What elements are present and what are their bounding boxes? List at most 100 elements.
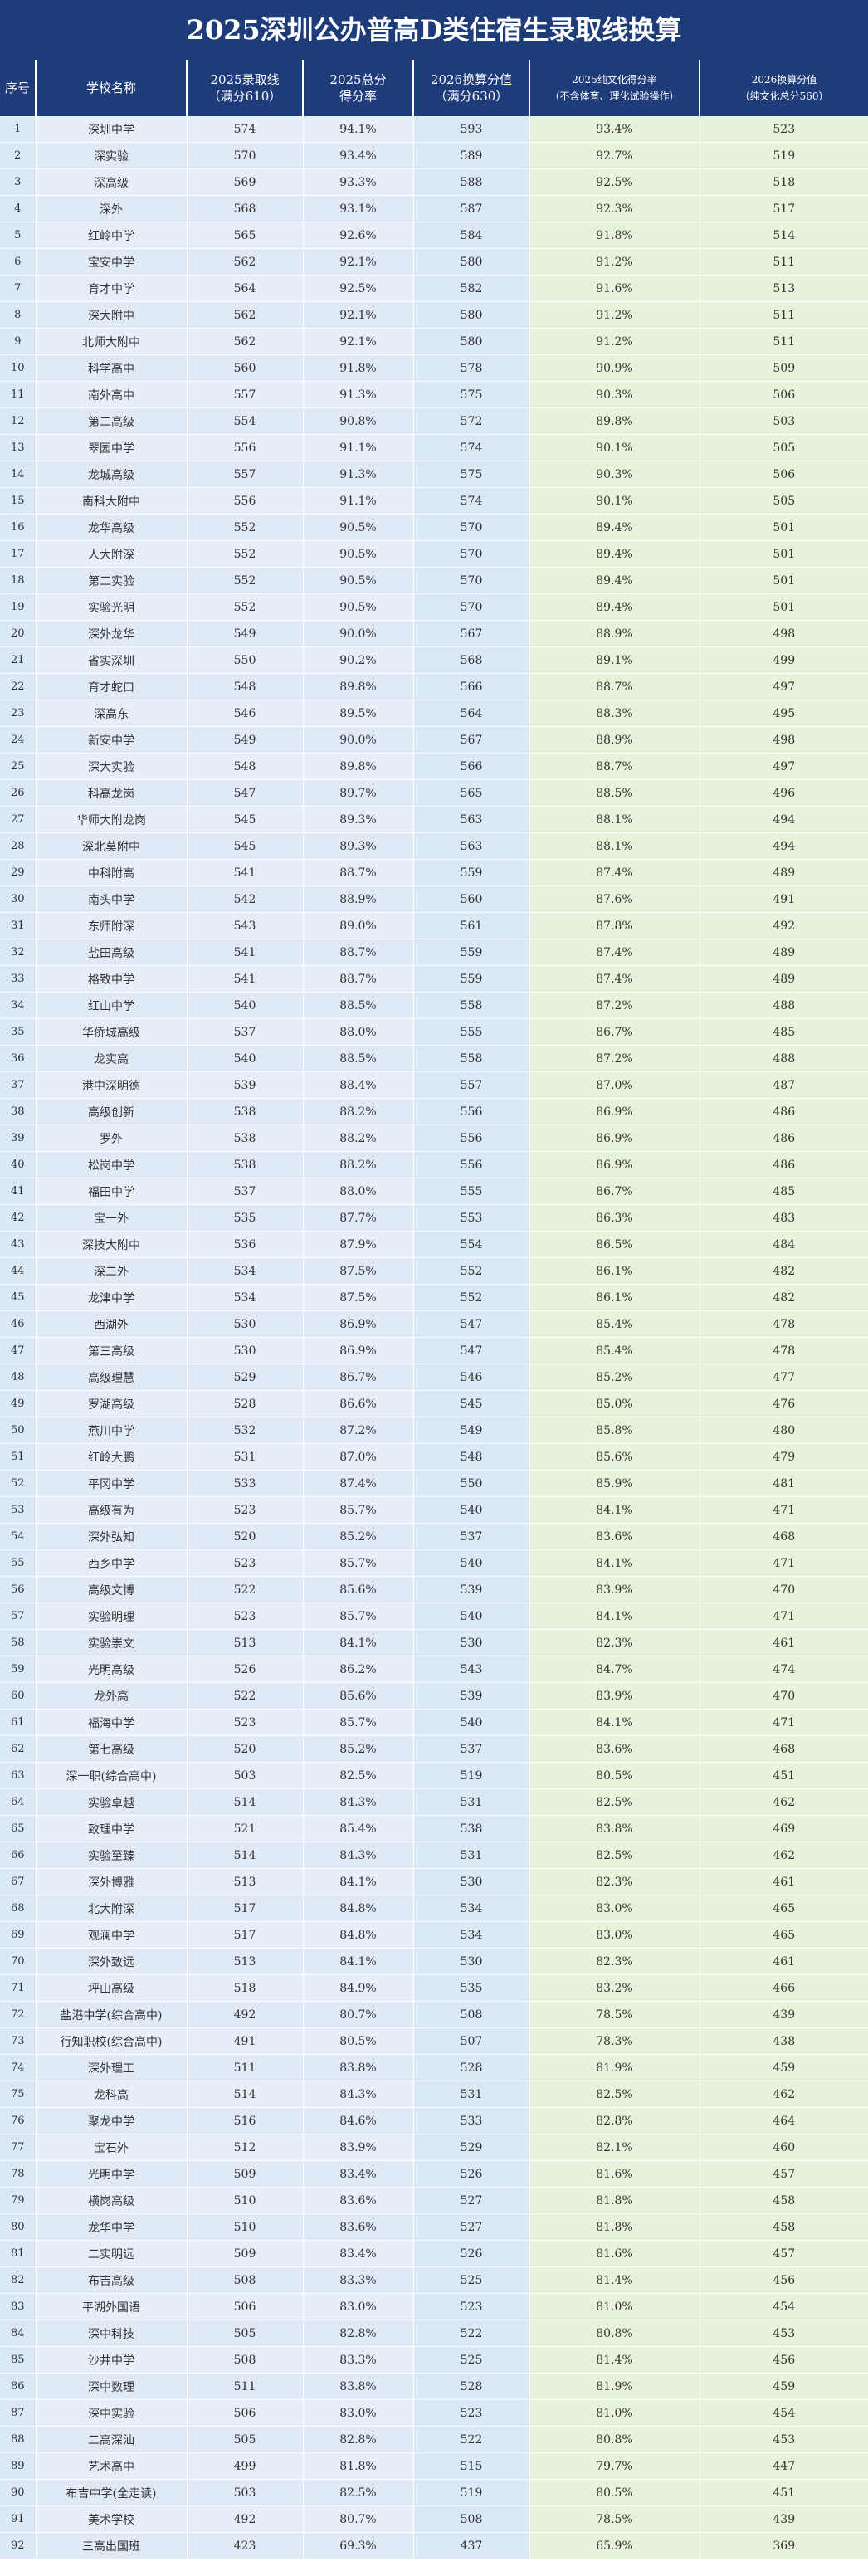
culture-converted-2026: 498	[700, 620, 868, 647]
table-row: 49 罗湖高级 528 86.6% 545 85.0% 476	[0, 1390, 868, 1417]
rate-2025: 88.7%	[303, 965, 414, 993]
culture-converted-2026: 495	[700, 700, 868, 727]
school-name: 福海中学	[36, 1709, 188, 1736]
col-header-2025-rate: 2025总分 得分率	[303, 60, 414, 116]
table-row: 18 第二实验 552 90.5% 570 89.4% 501	[0, 567, 868, 594]
culture-rate-2025: 87.2%	[529, 992, 700, 1019]
cutoff-2025: 499	[187, 2452, 304, 2480]
school-name: 罗外	[36, 1125, 188, 1152]
culture-rate-2025: 90.9%	[529, 354, 700, 382]
cutoff-2025: 530	[187, 1337, 304, 1364]
table-row: 51 红岭大鹏 531 87.0% 548 85.6% 479	[0, 1443, 868, 1471]
school-name: 美术学校	[36, 2505, 188, 2533]
culture-converted-2026: 471	[700, 1603, 868, 1630]
row-index: 84	[0, 2320, 37, 2347]
table-row: 20 深外龙华 549 90.0% 567 88.9% 498	[0, 620, 868, 647]
culture-converted-2026: 461	[700, 1868, 868, 1895]
culture-rate-2025: 85.8%	[529, 1417, 700, 1444]
col-header-2026-converted: 2026换算分值 （满分630）	[413, 60, 530, 116]
cutoff-2025: 548	[187, 673, 304, 700]
school-name: 深外致远	[36, 1948, 188, 1975]
cutoff-2025: 492	[187, 2001, 304, 2028]
culture-rate-2025: 84.1%	[529, 1603, 700, 1630]
culture-converted-2026: 517	[700, 195, 868, 222]
culture-rate-2025: 91.8%	[529, 222, 700, 249]
cutoff-2025: 556	[187, 487, 304, 515]
cutoff-2025: 523	[187, 1496, 304, 1524]
culture-converted-2026: 480	[700, 1417, 868, 1444]
rate-2025: 84.1%	[303, 1868, 414, 1895]
row-index: 24	[0, 726, 37, 754]
cutoff-2025: 540	[187, 992, 304, 1019]
col-header-2026-culture-converted: 2026换算分值 （纯文化总分560）	[700, 60, 868, 116]
cutoff-2025: 531	[187, 1443, 304, 1471]
row-index: 47	[0, 1337, 37, 1364]
table-row: 69 观澜中学 517 84.8% 534 83.0% 465	[0, 1921, 868, 1949]
culture-rate-2025: 83.9%	[529, 1682, 700, 1710]
row-index: 76	[0, 2107, 37, 2134]
culture-rate-2025: 91.2%	[529, 301, 700, 329]
school-name: 深外龙华	[36, 620, 188, 647]
converted-2026: 555	[413, 1178, 530, 1205]
converted-2026: 570	[413, 593, 530, 621]
culture-converted-2026: 511	[700, 328, 868, 355]
row-index: 58	[0, 1629, 37, 1656]
converted-2026: 559	[413, 939, 530, 966]
rate-2025: 88.5%	[303, 992, 414, 1019]
school-name: 高级文博	[36, 1576, 188, 1603]
row-index: 20	[0, 620, 37, 647]
converted-2026: 522	[413, 2320, 530, 2347]
culture-rate-2025: 84.1%	[529, 1496, 700, 1524]
table-row: 82 布吉高级 508 83.3% 525 81.4% 456	[0, 2266, 868, 2294]
row-index: 43	[0, 1231, 37, 1258]
converted-2026: 437	[413, 2532, 530, 2559]
converted-2026: 588	[413, 168, 530, 196]
culture-converted-2026: 456	[700, 2346, 868, 2374]
row-index: 74	[0, 2054, 37, 2081]
table-body: 1 深圳中学 574 94.1% 593 93.4% 523 2 深实验 570 93.4% 589 9…	[0, 116, 868, 2559]
culture-converted-2026: 478	[700, 1337, 868, 1364]
converted-2026: 587	[413, 195, 530, 222]
converted-2026: 531	[413, 2081, 530, 2108]
rate-2025: 87.5%	[303, 1257, 414, 1285]
rate-2025: 83.8%	[303, 2054, 414, 2081]
culture-rate-2025: 86.7%	[529, 1178, 700, 1205]
rate-2025: 85.6%	[303, 1576, 414, 1603]
culture-rate-2025: 87.2%	[529, 1045, 700, 1072]
school-name: 布吉中学(全走读)	[36, 2479, 188, 2506]
table-row: 45 龙津中学 534 87.5% 552 86.1% 482	[0, 1284, 868, 1311]
cutoff-2025: 562	[187, 248, 304, 276]
row-index: 4	[0, 195, 37, 222]
school-name: 福田中学	[36, 1178, 188, 1205]
cutoff-2025: 538	[187, 1125, 304, 1152]
school-name: 南外高中	[36, 381, 188, 408]
converted-2026: 584	[413, 222, 530, 249]
row-index: 46	[0, 1310, 37, 1338]
table-row: 54 深外弘知 520 85.2% 537 83.6% 468	[0, 1523, 868, 1550]
cutoff-2025: 529	[187, 1364, 304, 1391]
rate-2025: 83.3%	[303, 2266, 414, 2294]
rate-2025: 83.6%	[303, 2213, 414, 2241]
row-index: 40	[0, 1151, 37, 1178]
row-index: 49	[0, 1390, 37, 1417]
row-index: 17	[0, 540, 37, 568]
culture-converted-2026: 482	[700, 1257, 868, 1285]
table-row: 83 平湖外国语 506 83.0% 523 81.0% 454	[0, 2293, 868, 2320]
culture-rate-2025: 82.5%	[529, 1788, 700, 1816]
culture-converted-2026: 468	[700, 1735, 868, 1763]
culture-rate-2025: 89.4%	[529, 514, 700, 541]
cutoff-2025: 557	[187, 381, 304, 408]
cutoff-2025: 568	[187, 195, 304, 222]
row-index: 38	[0, 1098, 37, 1125]
converted-2026: 537	[413, 1523, 530, 1550]
row-index: 91	[0, 2505, 37, 2533]
culture-rate-2025: 82.5%	[529, 1842, 700, 1869]
culture-converted-2026: 511	[700, 301, 868, 329]
school-name: 光明中学	[36, 2160, 188, 2188]
rate-2025: 85.7%	[303, 1549, 414, 1577]
table-row: 38 高级创新 538 88.2% 556 86.9% 486	[0, 1098, 868, 1125]
converted-2026: 508	[413, 2505, 530, 2533]
culture-converted-2026: 454	[700, 2399, 868, 2427]
row-index: 63	[0, 1762, 37, 1789]
school-name: 实验至臻	[36, 1842, 188, 1869]
